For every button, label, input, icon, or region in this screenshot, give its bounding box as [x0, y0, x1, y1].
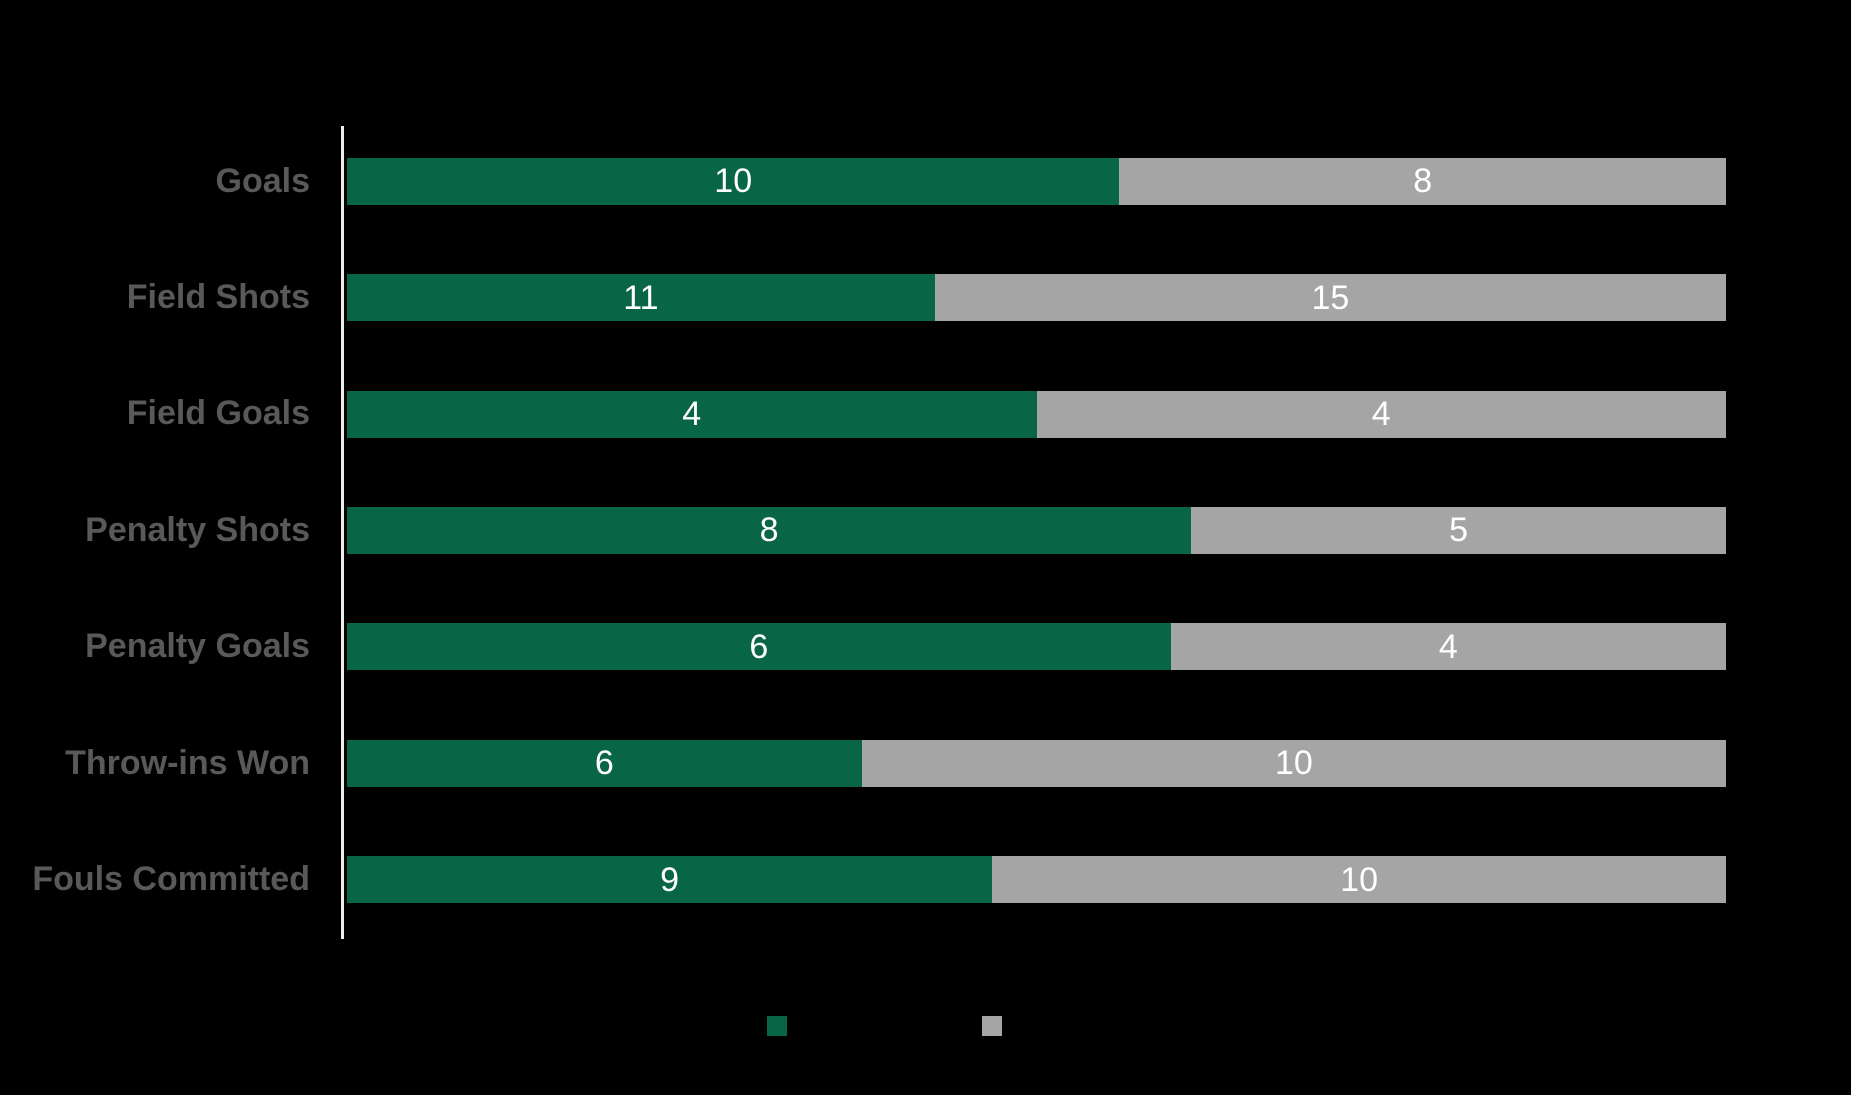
bar-value-label: 10: [1274, 744, 1313, 783]
bar-row: Field Goals 4 4: [0, 356, 1726, 472]
legend-swatch-gray: [982, 1016, 1002, 1036]
category-label: Penalty Shots: [85, 510, 310, 549]
bar-segment-green: 4: [347, 390, 1037, 438]
bar-value-label: 5: [1449, 511, 1469, 550]
category-label: Fouls Committed: [32, 860, 310, 899]
bar-segment-gray: 10: [992, 856, 1726, 904]
bar-track: 10 8: [347, 157, 1726, 205]
legend-swatch-green: [767, 1016, 787, 1036]
bar-value-label: 8: [1413, 162, 1433, 201]
bar-value-label: 9: [660, 860, 680, 899]
category-label: Throw-ins Won: [65, 743, 310, 782]
bar-value-label: 10: [714, 162, 753, 201]
y-axis-line: [341, 126, 344, 939]
bar-track: 6 10: [347, 739, 1726, 787]
plot-area: Goals 10 8 Field Shots 11 15 Field Goals 4 4 Pena…: [0, 123, 1726, 938]
category-label: Field Goals: [126, 394, 310, 433]
bar-row: Penalty Shots 8 5: [0, 472, 1726, 588]
bar-segment-green: 6: [347, 739, 862, 787]
category-label: Penalty Goals: [85, 627, 310, 666]
bar-track: 9 10: [347, 856, 1726, 904]
bar-segment-gray: 4: [1036, 390, 1726, 438]
bar-segment-green: 11: [347, 274, 935, 322]
bar-segment-green: 10: [347, 157, 1120, 205]
bar-segment-gray: 10: [861, 739, 1726, 787]
bar-track: 11 15: [347, 274, 1726, 322]
bar-segment-green: 9: [347, 856, 993, 904]
bar-value-label: 10: [1340, 860, 1379, 899]
bar-segment-green: 8: [347, 506, 1192, 554]
bar-value-label: 4: [1438, 627, 1458, 666]
bar-value-label: 15: [1311, 278, 1350, 317]
bar-row: Goals 10 8: [0, 123, 1726, 239]
bar-row: Fouls Committed 9 10: [0, 822, 1726, 938]
bar-row: Field Shots 11 15: [0, 239, 1726, 355]
bar-value-label: 8: [759, 511, 779, 550]
category-label: Goals: [215, 161, 310, 200]
bar-segment-gray: 5: [1191, 506, 1726, 554]
bar-value-label: 4: [682, 395, 702, 434]
bar-value-label: 4: [1371, 395, 1391, 434]
bar-segment-gray: 15: [934, 274, 1726, 322]
bar-segment-green: 6: [347, 623, 1171, 671]
bar-segment-gray: 8: [1119, 157, 1726, 205]
bar-row: Penalty Goals 6 4: [0, 589, 1726, 705]
category-label: Field Shots: [126, 277, 310, 316]
bar-value-label: 6: [594, 744, 614, 783]
bar-value-label: 6: [749, 627, 769, 666]
bar-segment-gray: 4: [1170, 623, 1726, 671]
bar-value-label: 11: [623, 278, 659, 317]
bar-row: Throw-ins Won 6 10: [0, 705, 1726, 821]
